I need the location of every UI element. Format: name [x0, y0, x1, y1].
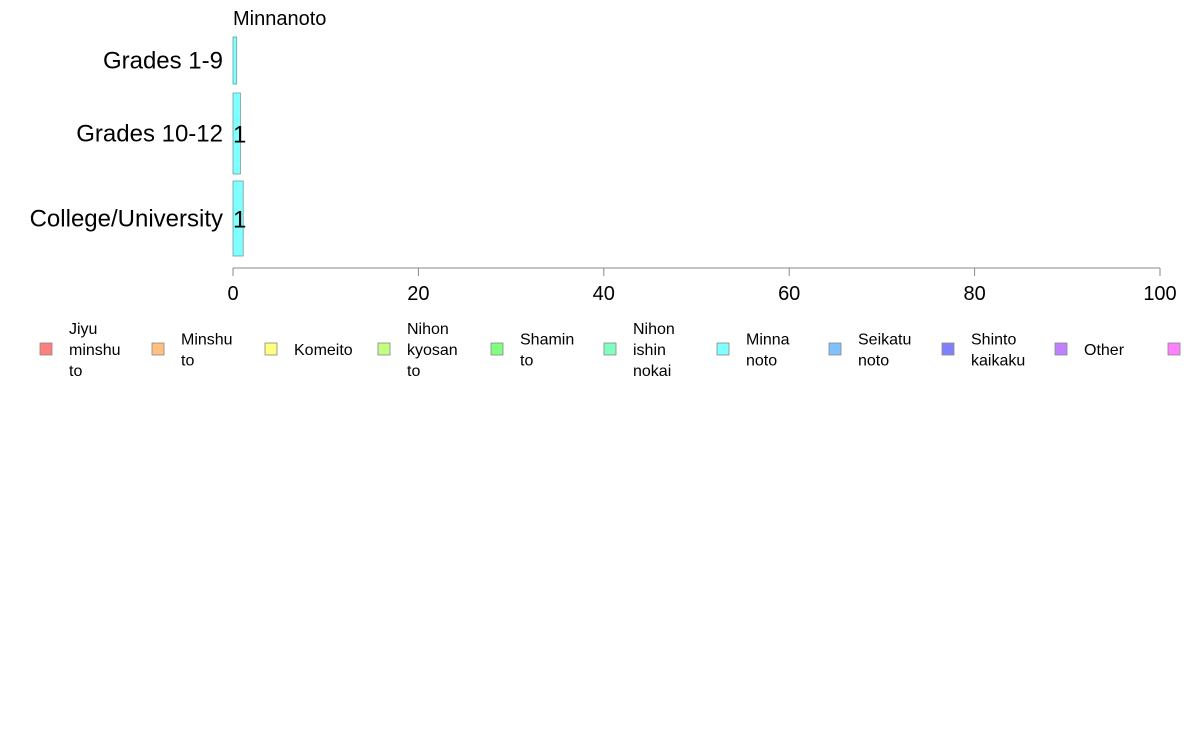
x-tick-label: 60 — [778, 283, 800, 305]
legend-label: Seikatu noto — [858, 332, 911, 370]
legend-swatch — [39, 342, 53, 356]
legend-swatch — [1167, 342, 1181, 356]
legend-label: Nihon kyosan to — [407, 321, 458, 380]
legend-swatch — [1054, 342, 1068, 356]
category-label: College/University — [30, 206, 223, 233]
x-tick-label: 0 — [227, 283, 238, 305]
category-label: Grades 1-9 — [103, 48, 223, 75]
x-tick-label: 100 — [1143, 283, 1176, 305]
x-tick-label: 20 — [407, 283, 429, 305]
legend-label: Shamin to — [520, 332, 574, 370]
bar-segment — [232, 36, 238, 85]
legend-swatch — [377, 342, 391, 356]
chart-title: Minnanoto — [233, 8, 326, 30]
legend-swatch — [603, 342, 617, 356]
bar-segment — [232, 180, 244, 257]
bar-segment — [232, 92, 241, 175]
legend-label: Nihon ishin nokai — [633, 321, 675, 380]
legend-label: Shinto kaikaku — [971, 332, 1025, 370]
data-label: 1 — [233, 207, 246, 234]
legend-label: Other — [1084, 342, 1125, 359]
legend-label: Jiyu minshu to — [69, 321, 121, 380]
legend-swatch — [151, 342, 165, 356]
legend-label: Minna noto — [746, 332, 790, 370]
data-label: 1 — [233, 122, 246, 149]
legend-swatch — [828, 342, 842, 356]
legend-swatch — [264, 342, 278, 356]
legend-swatch — [716, 342, 730, 356]
x-tick-label: 80 — [963, 283, 985, 305]
category-label: Grades 10-12 — [76, 121, 223, 148]
legend-label: Minshu to — [181, 332, 233, 370]
legend-swatch — [941, 342, 955, 356]
legend-swatch — [490, 342, 504, 356]
legend-label: Komeito — [294, 342, 353, 359]
x-tick-label: 40 — [593, 283, 615, 305]
